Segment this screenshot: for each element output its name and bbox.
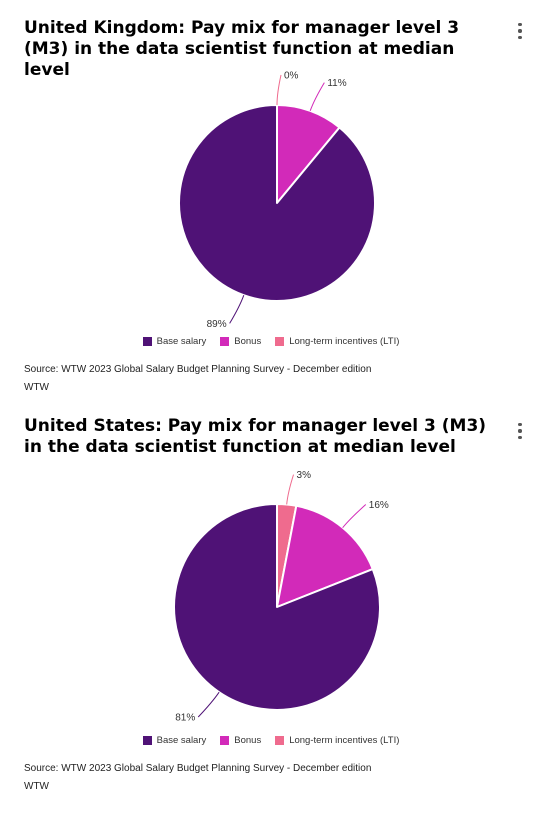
legend-item-lti[interactable]: Long-term incentives (LTI): [275, 336, 399, 347]
legend-swatch: [275, 736, 285, 745]
legend-item-lti[interactable]: Long-term incentives (LTI): [275, 735, 399, 746]
legend-item-bonus[interactable]: Bonus: [220, 336, 261, 347]
source-text: Source: WTW 2023 Global Salary Budget Pl…: [24, 763, 372, 774]
label-connector-base-salary: [197, 691, 220, 718]
legend-label: Bonus: [234, 735, 262, 746]
legend-label: Long-term incentives (LTI): [289, 336, 400, 347]
slice-label-bonus: 11%: [327, 78, 346, 89]
legend-item-base-salary[interactable]: Base salary: [142, 336, 207, 347]
label-connector-lti: [276, 74, 282, 106]
legend-swatch: [275, 337, 285, 346]
source-text: Source: WTW 2023 Global Salary Budget Pl…: [24, 364, 372, 375]
more-vertical-icon[interactable]: [510, 20, 530, 42]
legend-item-base-salary[interactable]: Base salary: [142, 735, 207, 746]
more-vertical-icon[interactable]: [510, 420, 530, 442]
chart-title: United Kingdom: Pay mix for manager leve…: [24, 18, 460, 80]
slice-label-lti: 0%: [284, 71, 299, 82]
credit-text: WTW: [24, 781, 49, 792]
slice-label-base-salary: 89%: [207, 319, 227, 330]
pie-chart: 3% 16% 81%: [173, 470, 389, 724]
label-connector-bonus: [309, 82, 325, 111]
legend-swatch: [220, 337, 230, 346]
pie-chart: 0% 11% 89%: [178, 71, 376, 330]
slice-label-bonus: 16%: [369, 500, 389, 511]
legend: Base salary Bonus Long-term incentives (…: [0, 336, 542, 347]
chart-panel-us: United States: Pay mix for manager level…: [0, 400, 542, 815]
legend-label: Bonus: [234, 336, 262, 347]
pie-slice-bonus[interactable]: [276, 104, 341, 204]
legend: Base salary Bonus Long-term incentives (…: [0, 735, 542, 746]
slice-label-base-salary: 81%: [175, 713, 195, 724]
legend-swatch: [142, 736, 152, 745]
pie-slice-base-salary[interactable]: [173, 503, 381, 711]
legend-label: Long-term incentives (LTI): [289, 735, 400, 746]
legend-label: Base salary: [156, 336, 207, 347]
slice-label-lti: 3%: [297, 470, 312, 481]
pie-slice-bonus[interactable]: [276, 504, 374, 608]
credit-text: WTW: [24, 382, 49, 393]
pie-slice-base-salary[interactable]: [178, 104, 376, 302]
legend-swatch: [142, 337, 152, 346]
chart-panel-uk: United Kingdom: Pay mix for manager leve…: [0, 0, 542, 400]
legend-item-bonus[interactable]: Bonus: [220, 735, 261, 746]
legend-label: Base salary: [156, 735, 207, 746]
legend-swatch: [220, 736, 230, 745]
label-connector-bonus: [342, 504, 367, 528]
label-connector-lti: [286, 474, 294, 505]
chart-title: United States: Pay mix for manager level…: [24, 416, 487, 457]
label-connector-base-salary: [229, 295, 245, 324]
